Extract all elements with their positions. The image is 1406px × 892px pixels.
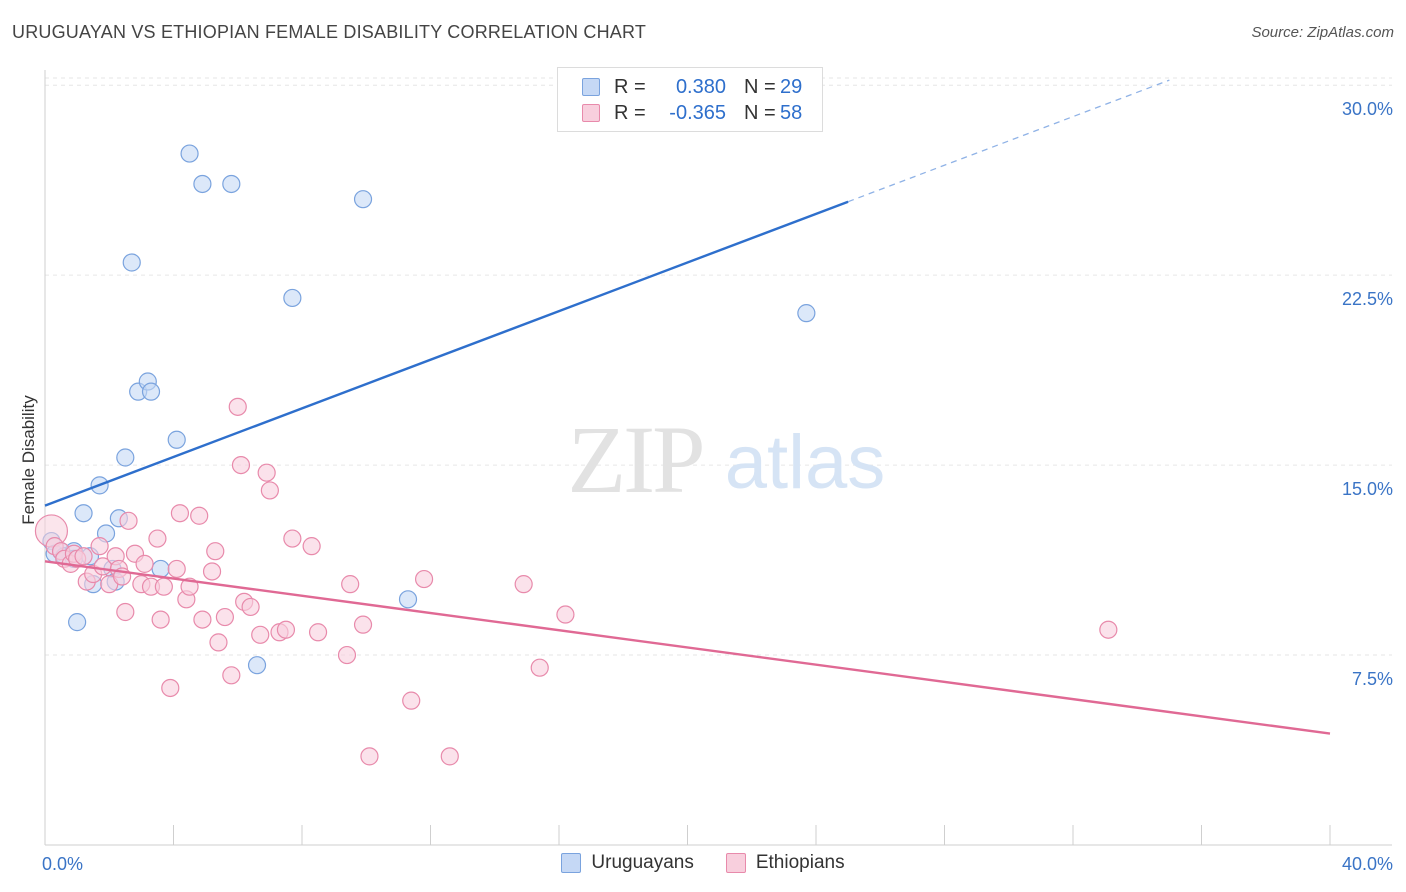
- uruguayan-point: [283, 288, 302, 308]
- ethiopian-point: [74, 547, 93, 566]
- legend-item-ethiopians[interactable]: Ethiopians: [725, 852, 845, 874]
- ethiopian-point: [241, 597, 260, 617]
- gridlines: [45, 77, 1392, 656]
- uruguayan-point: [180, 144, 199, 163]
- ethiopian-point: [302, 537, 321, 556]
- ethiopian-point: [119, 511, 138, 530]
- uruguayan-point: [141, 382, 161, 401]
- legend-swatch-pink: [725, 853, 746, 873]
- uruguayan-point: [222, 174, 241, 194]
- ethiopian-point: [170, 504, 190, 523]
- legend-r-value: 0.380: [675, 75, 726, 98]
- chart-title: URUGUAYAN VS ETHIOPIAN FEMALE DISABILITY…: [12, 22, 647, 42]
- ethiopian-point: [116, 602, 135, 622]
- uruguayan-point: [122, 253, 141, 272]
- ethiopian-point: [353, 615, 373, 634]
- legend-label-ethiopians: Ethiopians: [755, 852, 845, 873]
- ethiopian-point: [337, 645, 357, 665]
- legend-swatch-blue: [582, 78, 600, 96]
- legend-item-uruguayans[interactable]: Uruguayans: [561, 852, 694, 874]
- legend-swatch-blue: [561, 853, 582, 873]
- ethiopian-point: [231, 455, 251, 475]
- correlation-legend: R = 0.380 N = 29 R = -0.365 N = 58: [557, 67, 823, 132]
- uruguayan-point: [353, 190, 373, 209]
- legend-row-uruguayans: R = 0.380 N = 29: [582, 74, 802, 100]
- uruguayan-trend-extension: [847, 79, 1170, 203]
- ethiopian-point: [190, 506, 209, 525]
- ethiopian-point: [257, 463, 276, 482]
- x-tick-label: 40.0%: [1342, 854, 1393, 874]
- legend-r-label: R =: [614, 75, 646, 98]
- trend-lines: [44, 79, 1331, 735]
- ethiopian-point: [260, 481, 279, 500]
- axis-labels: 7.5% 15.0% 22.5% 30.0% 0.0% 40.0% Female Disab…: [19, 99, 1393, 874]
- ethiopian-point: [556, 605, 575, 624]
- ethiopian-point: [402, 691, 421, 710]
- y-tick-label: 30.0%: [1342, 99, 1393, 119]
- legend-r-value: -0.365: [669, 101, 726, 124]
- uruguayan-point: [247, 656, 267, 675]
- legend-swatch-pink: [582, 104, 600, 122]
- uruguayan-point: [797, 304, 816, 323]
- ethiopian-point: [167, 559, 186, 579]
- ethiopian-point: [1099, 620, 1118, 639]
- uruguayan-point: [398, 590, 418, 609]
- legend-n-value: 58: [780, 101, 803, 124]
- ethiopian-point: [228, 397, 247, 416]
- ethiopian-point: [414, 569, 434, 589]
- ethiopian-point: [222, 666, 241, 685]
- uruguayan-point: [74, 504, 93, 523]
- watermark-atlas: atlas: [725, 420, 886, 505]
- ethiopian-point: [161, 678, 180, 698]
- legend-row-ethiopians: R = -0.365 N = 58: [582, 100, 802, 126]
- uruguayan-point: [193, 174, 212, 194]
- ethiopian-point: [308, 623, 328, 642]
- legend-n-label: N =: [744, 101, 776, 124]
- ethiopian-point: [202, 562, 222, 581]
- ethiopian-point: [215, 607, 234, 627]
- ethiopian-trend-line: [44, 560, 1331, 735]
- ethiopian-point: [251, 625, 270, 644]
- data-points: [34, 144, 1118, 766]
- ethiopian-point: [276, 620, 296, 639]
- y-tick-label: 15.0%: [1342, 479, 1393, 499]
- axes: [44, 70, 1392, 846]
- uruguayan-trend-line: [44, 200, 849, 507]
- ethiopian-point: [154, 577, 173, 596]
- uruguayan-point: [116, 448, 135, 467]
- uruguayan-point: [68, 613, 87, 632]
- legend-n-label: N =: [744, 75, 776, 98]
- ethiopian-point: [135, 554, 154, 573]
- x-tick-label: 0.0%: [42, 854, 83, 874]
- series-legend: Uruguayans Ethiopians: [0, 852, 1406, 874]
- ethiopian-point: [193, 610, 212, 629]
- ethiopian-point: [206, 542, 225, 561]
- y-tick-label: 22.5%: [1342, 289, 1393, 309]
- ethiopian-point: [440, 747, 459, 766]
- legend-n-value: 29: [780, 75, 803, 98]
- ethiopian-point: [514, 575, 533, 594]
- y-tick-label: 7.5%: [1352, 669, 1393, 689]
- ethiopian-point: [341, 575, 360, 594]
- ethiopian-point: [283, 529, 302, 548]
- legend-label-uruguayans: Uruguayans: [591, 852, 694, 873]
- ethiopian-point: [90, 537, 109, 556]
- ethiopian-point: [360, 747, 379, 766]
- ethiopian-point: [530, 658, 549, 677]
- watermark-zip: ZIP: [568, 406, 703, 513]
- source-label: Source: ZipAtlas.com: [1251, 24, 1394, 41]
- uruguayan-point: [167, 430, 186, 449]
- ethiopian-point: [151, 610, 170, 629]
- ethiopian-point: [148, 529, 167, 548]
- y-axis-label: Female Disability: [19, 395, 38, 525]
- legend-r-label: R =: [614, 101, 646, 124]
- ethiopian-point: [209, 633, 228, 652]
